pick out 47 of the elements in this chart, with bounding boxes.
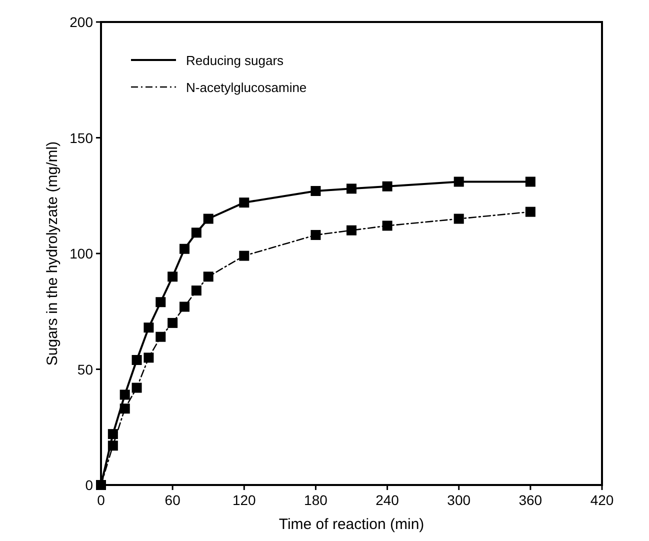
point (310, 230, 321, 240)
point (191, 228, 202, 238)
point (454, 214, 464, 224)
point (180, 302, 190, 312)
point (156, 297, 166, 308)
point (525, 176, 536, 187)
point (156, 332, 166, 342)
x-tick-label: 420 (590, 492, 614, 508)
point (382, 181, 392, 192)
point (108, 429, 118, 440)
y-tick-label: 50 (77, 361, 94, 378)
x-axis-title: Time of reaction (min) (278, 516, 424, 533)
point (132, 354, 142, 365)
x-tick-label: 240 (376, 492, 400, 508)
point (203, 214, 214, 224)
point (191, 286, 202, 296)
x-tick-label: 60 (164, 492, 181, 508)
point (132, 382, 142, 393)
legend-label: N-acetylglucosamine (186, 80, 307, 95)
point (382, 220, 392, 231)
x-tick-label: 300 (447, 492, 471, 508)
point (168, 272, 178, 282)
point (203, 272, 214, 282)
x-tick-label: 180 (304, 492, 328, 508)
point (346, 225, 356, 236)
legend-label: Reducing sugars (186, 53, 284, 68)
y-tick-label: 200 (70, 14, 94, 30)
point (108, 440, 118, 451)
point (120, 404, 130, 414)
point (525, 206, 536, 217)
point (310, 186, 321, 196)
y-tick-label: 100 (70, 246, 94, 262)
point (239, 198, 250, 208)
point (168, 318, 178, 328)
x-tick-label: 360 (518, 492, 542, 508)
y-axis-title: Sugars in the hydrolyzate (mg/ml) (44, 141, 61, 366)
point (144, 322, 154, 333)
y-tick-label: 0 (85, 477, 94, 493)
x-tick-label: 0 (97, 492, 106, 508)
point (346, 184, 356, 194)
point (120, 390, 130, 400)
point (144, 352, 154, 363)
x-tick-label: 120 (232, 492, 256, 508)
point (454, 176, 464, 187)
point (180, 244, 190, 254)
point (239, 250, 250, 261)
y-tick-label: 150 (70, 130, 94, 146)
